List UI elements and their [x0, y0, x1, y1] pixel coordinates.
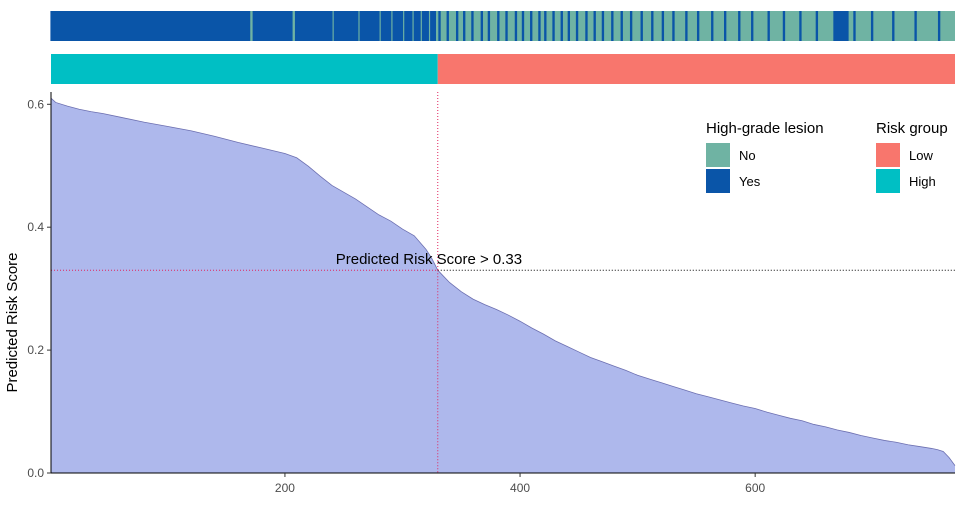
lesion-yes-mark: [487, 11, 491, 41]
lesion-yes-mark: [567, 11, 571, 41]
lesion-yes-mark: [480, 11, 484, 41]
lesion-yes-mark: [471, 11, 474, 41]
lesion-yes-mark: [538, 11, 541, 41]
risk-score-area: [51, 98, 955, 474]
risk-group-strip: [51, 54, 955, 84]
lesion-yes-mark: [685, 11, 688, 41]
lesion-yes-mark: [611, 11, 614, 41]
lesion-yes-mark: [544, 11, 547, 41]
lesion-yes-mark: [50, 11, 251, 41]
legend-label: Yes: [739, 174, 761, 189]
y-tick-label: 0.0: [27, 466, 44, 480]
lesion-yes-mark: [514, 11, 518, 41]
axes: 0.0 0.2 0.4 0.6 200 400 600 Predicted Risk Scor…: [4, 92, 955, 495]
lesion-yes-mark: [815, 11, 819, 41]
lesion-yes-mark: [914, 11, 917, 41]
lesion-yes-mark: [380, 11, 392, 41]
lesion-yes-mark: [696, 11, 700, 41]
lesion-yes-mark: [446, 11, 449, 41]
plot-area: Predicted Risk Score > 0.33: [50, 92, 956, 474]
lesion-yes-mark: [672, 11, 675, 41]
y-tick-label: 0.6: [27, 97, 44, 111]
lesion-yes-mark: [463, 11, 466, 41]
lesion-yes-mark: [870, 11, 874, 41]
lesion-yes-mark: [767, 11, 770, 41]
lesion-yes-mark: [738, 11, 741, 41]
lesion-yes-mark: [521, 11, 525, 41]
lesion-yes-mark: [438, 11, 441, 41]
lesion-yes-mark: [640, 11, 643, 41]
risk-low-segment: [437, 54, 955, 84]
risk-score-curve: [50, 97, 956, 466]
legend-title: High-grade lesion: [706, 120, 824, 137]
lesion-yes-mark: [892, 11, 895, 41]
lesion-yes-mark: [937, 11, 941, 41]
legend-label: High: [909, 174, 936, 189]
threshold-annotation: Predicted Risk Score > 0.33: [336, 251, 522, 268]
lesion-yes-mark: [799, 11, 802, 41]
legend-title: Risk group: [876, 120, 948, 137]
lesion-yes-mark: [359, 11, 380, 41]
y-axis-title: Predicted Risk Score: [4, 252, 21, 392]
x-tick-label: 200: [275, 481, 295, 495]
x-tick-label: 400: [510, 481, 530, 495]
lesion-yes-mark: [601, 11, 605, 41]
lesion-yes-mark: [294, 11, 333, 41]
legend-key-high: [876, 169, 900, 193]
lesion-yes-mark: [413, 11, 421, 41]
lesion-yes-mark: [853, 11, 856, 41]
lesion-yes-mark: [552, 11, 555, 41]
lesion-yes-mark: [782, 11, 786, 41]
lesion-yes-mark: [404, 11, 413, 41]
lesion-yes-mark: [560, 11, 563, 41]
lesion-yes-mark: [661, 11, 665, 41]
lesion-yes-mark: [252, 11, 293, 41]
lesion-yes-mark: [392, 11, 404, 41]
lesion-yes-mark: [421, 11, 429, 41]
lesion-yes-mark: [497, 11, 500, 41]
lesion-yes-mark: [575, 11, 579, 41]
legend-key-no: [706, 143, 730, 167]
legend-key-low: [876, 143, 900, 167]
legend-key-yes: [706, 169, 730, 193]
lesion-strip: [50, 11, 955, 41]
legend-label: Low: [909, 148, 933, 163]
lesion-yes-mark: [711, 11, 714, 41]
lesion-yes-mark: [593, 11, 596, 41]
x-tick-label: 600: [745, 481, 765, 495]
lesion-yes-mark: [629, 11, 633, 41]
lesion-yes-mark: [505, 11, 508, 41]
lesion-yes-mark: [585, 11, 588, 41]
y-tick-label: 0.2: [27, 343, 44, 357]
legend-label: No: [739, 148, 756, 163]
lesion-yes-mark: [724, 11, 727, 41]
y-tick-label: 0.4: [27, 220, 44, 234]
lesion-yes-mark: [833, 11, 849, 41]
lesion-yes-mark: [530, 11, 533, 41]
risk-high-segment: [51, 54, 438, 84]
lesion-yes-mark: [455, 11, 459, 41]
lesion-yes-mark: [651, 11, 654, 41]
lesion-yes-mark: [751, 11, 754, 41]
lesion-yes-mark: [620, 11, 623, 41]
legends: High-grade lesion No Yes Risk group Low High: [706, 120, 948, 193]
lesion-yes-mark: [333, 11, 359, 41]
lesion-yes-mark: [430, 11, 436, 41]
